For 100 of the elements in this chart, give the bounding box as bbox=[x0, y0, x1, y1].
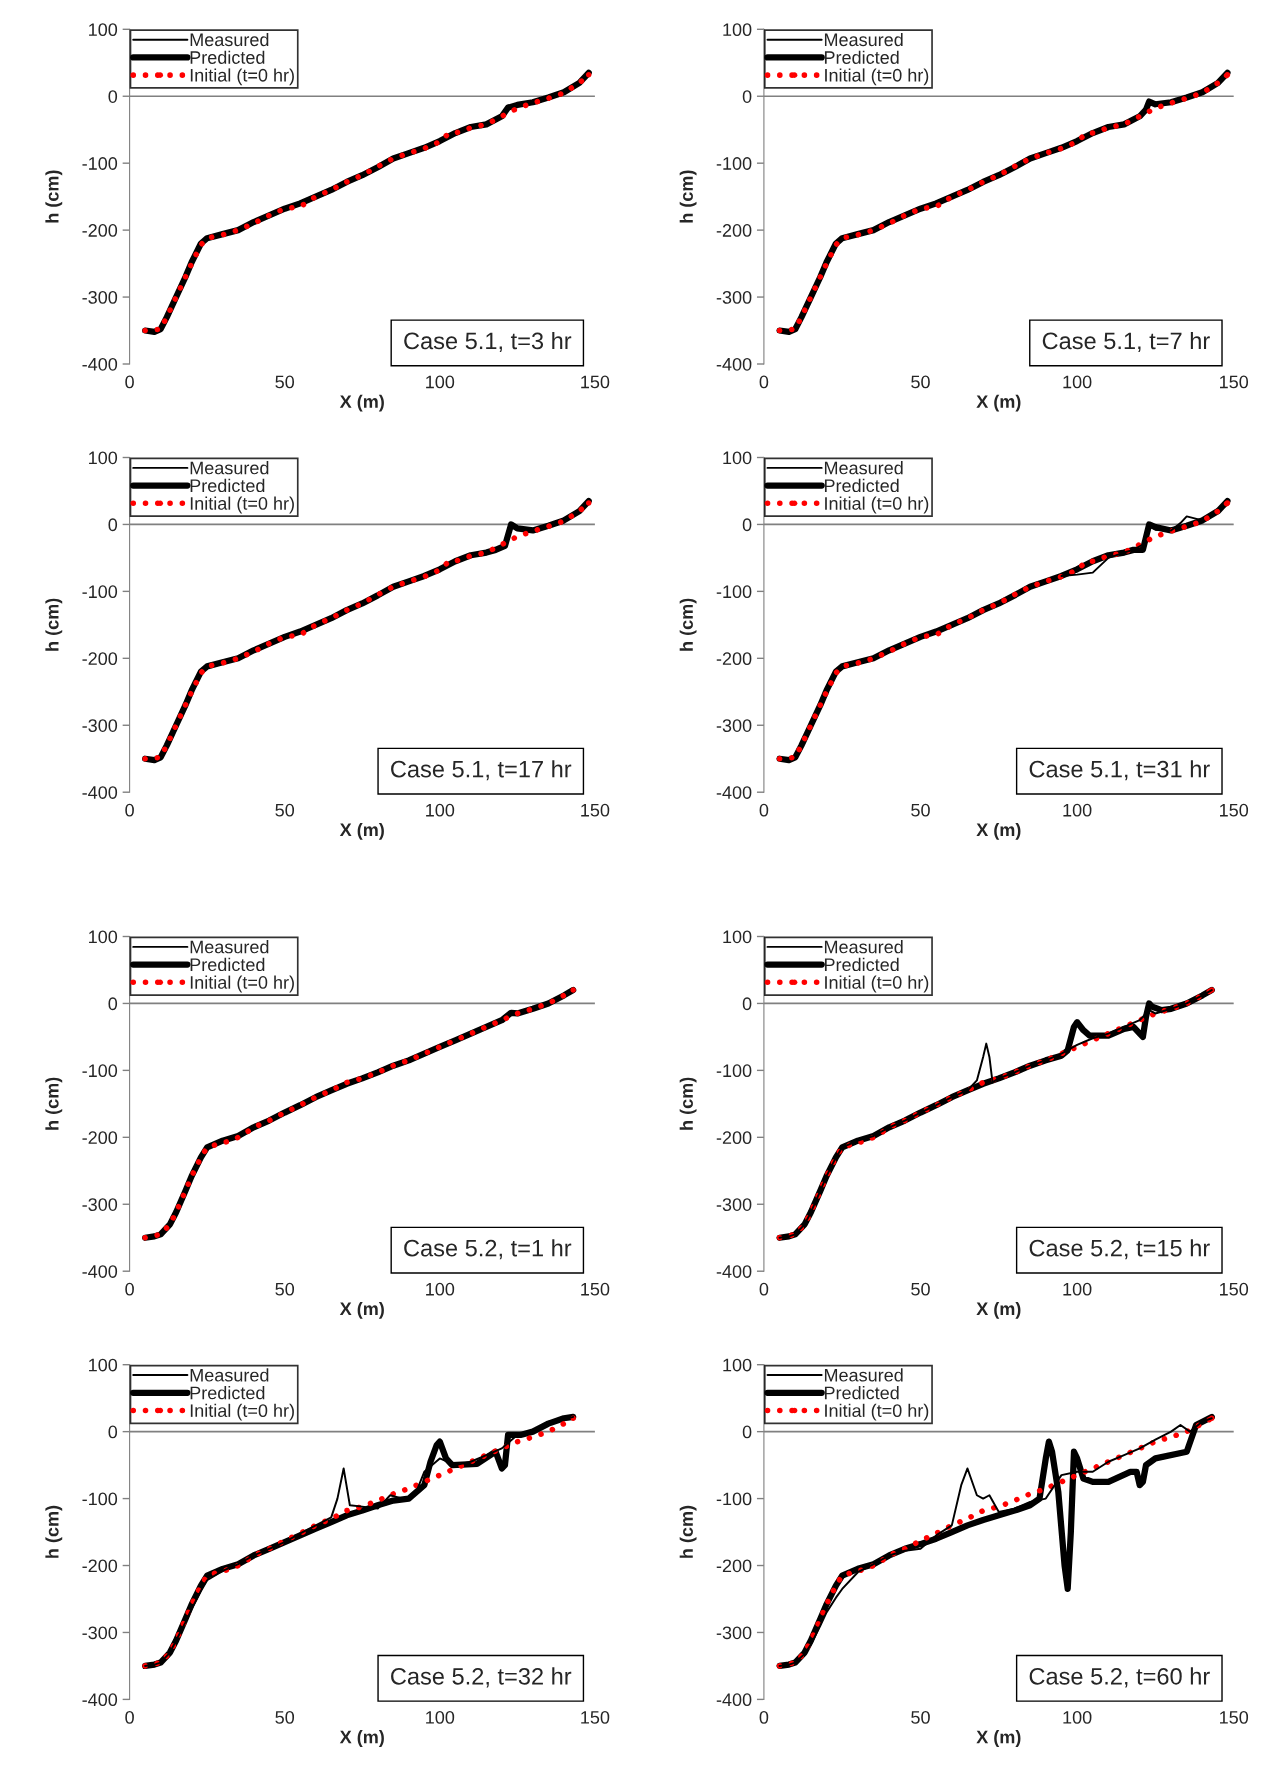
y-tick-label: 0 bbox=[108, 90, 118, 103]
y-tick-label: -400 bbox=[82, 1693, 118, 1707]
x-tick-label: 150 bbox=[581, 1282, 610, 1296]
legend-label: Initial (t=0 hr) bbox=[825, 975, 929, 993]
x-tick-label: 150 bbox=[1220, 1710, 1249, 1724]
legend-label: Initial (t=0 hr) bbox=[190, 1403, 294, 1421]
x-tick-label: 100 bbox=[1063, 375, 1092, 389]
y-tick-label: -400 bbox=[82, 357, 118, 371]
annotation: Case 5.2, t=15 hr bbox=[1029, 1239, 1210, 1260]
x-tick-label: 150 bbox=[1220, 1282, 1249, 1296]
x-tick-label: 100 bbox=[426, 803, 455, 817]
x-tick-label: 100 bbox=[1063, 1710, 1092, 1724]
annotation: Case 5.1, t=3 hr bbox=[404, 331, 572, 353]
x-axis-title: X (m) bbox=[976, 394, 1021, 412]
x-tick-label: 50 bbox=[911, 803, 930, 817]
y-tick-label: -100 bbox=[82, 585, 118, 599]
y-tick-label: -300 bbox=[82, 719, 118, 732]
legend-label: Measured bbox=[190, 940, 269, 954]
y-tick-label: 0 bbox=[108, 1425, 118, 1439]
x-tick-label: 0 bbox=[759, 803, 769, 817]
y-tick-label: -400 bbox=[82, 786, 118, 799]
legend-label: Initial (t=0 hr) bbox=[190, 496, 294, 514]
x-tick-label: 0 bbox=[759, 1710, 769, 1724]
legend-label: Predicted bbox=[190, 478, 265, 493]
x-tick-label: 100 bbox=[426, 1710, 455, 1724]
x-tick-label: 150 bbox=[581, 1710, 610, 1724]
annotation: Case 5.1, t=17 hr bbox=[391, 760, 572, 781]
legend-label: Measured bbox=[190, 32, 269, 47]
y-tick-label: -100 bbox=[82, 1492, 118, 1506]
legend-label: Predicted bbox=[824, 478, 899, 493]
x-tick-label: 100 bbox=[426, 375, 455, 389]
x-axis-title: X (m) bbox=[339, 822, 384, 840]
y-tick-label: -200 bbox=[82, 1559, 118, 1573]
y-tick-label: 0 bbox=[108, 997, 118, 1011]
y-tick-label: 100 bbox=[89, 1358, 118, 1372]
x-tick-label: 0 bbox=[125, 1282, 134, 1296]
y-tick-label: -200 bbox=[716, 1131, 752, 1145]
y-tick-label: -300 bbox=[82, 1198, 118, 1211]
x-tick-label: 50 bbox=[275, 803, 295, 817]
x-tick-label: 150 bbox=[581, 375, 610, 389]
x-axis-title: X (m) bbox=[339, 1730, 384, 1747]
y-tick-label: 0 bbox=[742, 90, 752, 103]
legend-label: Measured bbox=[824, 940, 903, 954]
x-tick-label: 50 bbox=[275, 375, 295, 389]
x-tick-label: 100 bbox=[426, 1282, 455, 1296]
annotation: Case 5.2, t=1 hr bbox=[404, 1239, 572, 1260]
y-tick-label: 100 bbox=[723, 930, 752, 944]
y-tick-label: -400 bbox=[82, 1265, 118, 1278]
y-axis-title: h (cm) bbox=[45, 1077, 63, 1130]
y-tick-label: -200 bbox=[82, 224, 118, 237]
legend-label: Predicted bbox=[824, 957, 899, 972]
x-axis-title: X (m) bbox=[339, 394, 384, 412]
y-tick-label: -100 bbox=[82, 1064, 118, 1078]
x-axis-title: X (m) bbox=[976, 822, 1021, 840]
y-tick-label: 100 bbox=[723, 23, 752, 37]
legend-label: Predicted bbox=[190, 957, 265, 972]
y-tick-label: 100 bbox=[723, 1358, 752, 1372]
x-tick-label: 50 bbox=[911, 375, 930, 389]
x-tick-label: 50 bbox=[275, 1710, 295, 1724]
y-tick-label: 100 bbox=[89, 451, 118, 465]
y-tick-label: -400 bbox=[716, 357, 752, 371]
x-tick-label: 150 bbox=[1220, 803, 1249, 817]
y-axis-title: h (cm) bbox=[679, 170, 697, 223]
legend-label: Measured bbox=[824, 32, 903, 47]
y-tick-label: -300 bbox=[82, 290, 118, 304]
y-tick-label: 0 bbox=[108, 518, 118, 532]
y-tick-label: -400 bbox=[716, 1693, 752, 1707]
y-axis-title: h (cm) bbox=[679, 598, 697, 651]
x-tick-label: 0 bbox=[759, 1282, 769, 1296]
x-tick-label: 150 bbox=[1220, 375, 1249, 389]
y-tick-label: -300 bbox=[716, 290, 752, 304]
y-tick-label: 0 bbox=[742, 997, 752, 1011]
y-axis-title: h (cm) bbox=[679, 1505, 697, 1558]
y-axis-title: h (cm) bbox=[45, 170, 63, 223]
y-tick-label: -200 bbox=[82, 652, 118, 666]
legend-label: Predicted bbox=[190, 1386, 265, 1400]
y-tick-label: -300 bbox=[82, 1626, 118, 1640]
x-tick-label: 100 bbox=[1063, 1282, 1092, 1296]
legend-label: Initial (t=0 hr) bbox=[190, 68, 294, 86]
y-tick-label: -100 bbox=[716, 585, 752, 599]
legend-label: Initial (t=0 hr) bbox=[825, 496, 929, 514]
x-tick-label: 0 bbox=[759, 375, 769, 389]
y-tick-label: 0 bbox=[742, 518, 752, 532]
legend-label: Initial (t=0 hr) bbox=[825, 68, 929, 86]
y-tick-label: -200 bbox=[82, 1131, 118, 1145]
legend-label: Predicted bbox=[824, 1386, 899, 1400]
legend-label: Predicted bbox=[190, 50, 265, 64]
y-axis-title: h (cm) bbox=[679, 1077, 697, 1130]
legend-label: Measured bbox=[190, 461, 269, 475]
x-tick-label: 50 bbox=[275, 1282, 295, 1296]
y-tick-label: 100 bbox=[89, 23, 118, 37]
legend-label: Measured bbox=[824, 461, 903, 475]
y-tick-label: -400 bbox=[716, 786, 752, 799]
x-axis-title: X (m) bbox=[339, 1301, 384, 1319]
y-tick-label: 0 bbox=[742, 1425, 752, 1439]
y-tick-label: -100 bbox=[716, 1492, 752, 1506]
y-tick-label: -200 bbox=[716, 1559, 752, 1573]
legend-label: Measured bbox=[824, 1368, 903, 1382]
y-tick-label: -200 bbox=[716, 224, 752, 237]
x-axis-title: X (m) bbox=[976, 1301, 1021, 1319]
